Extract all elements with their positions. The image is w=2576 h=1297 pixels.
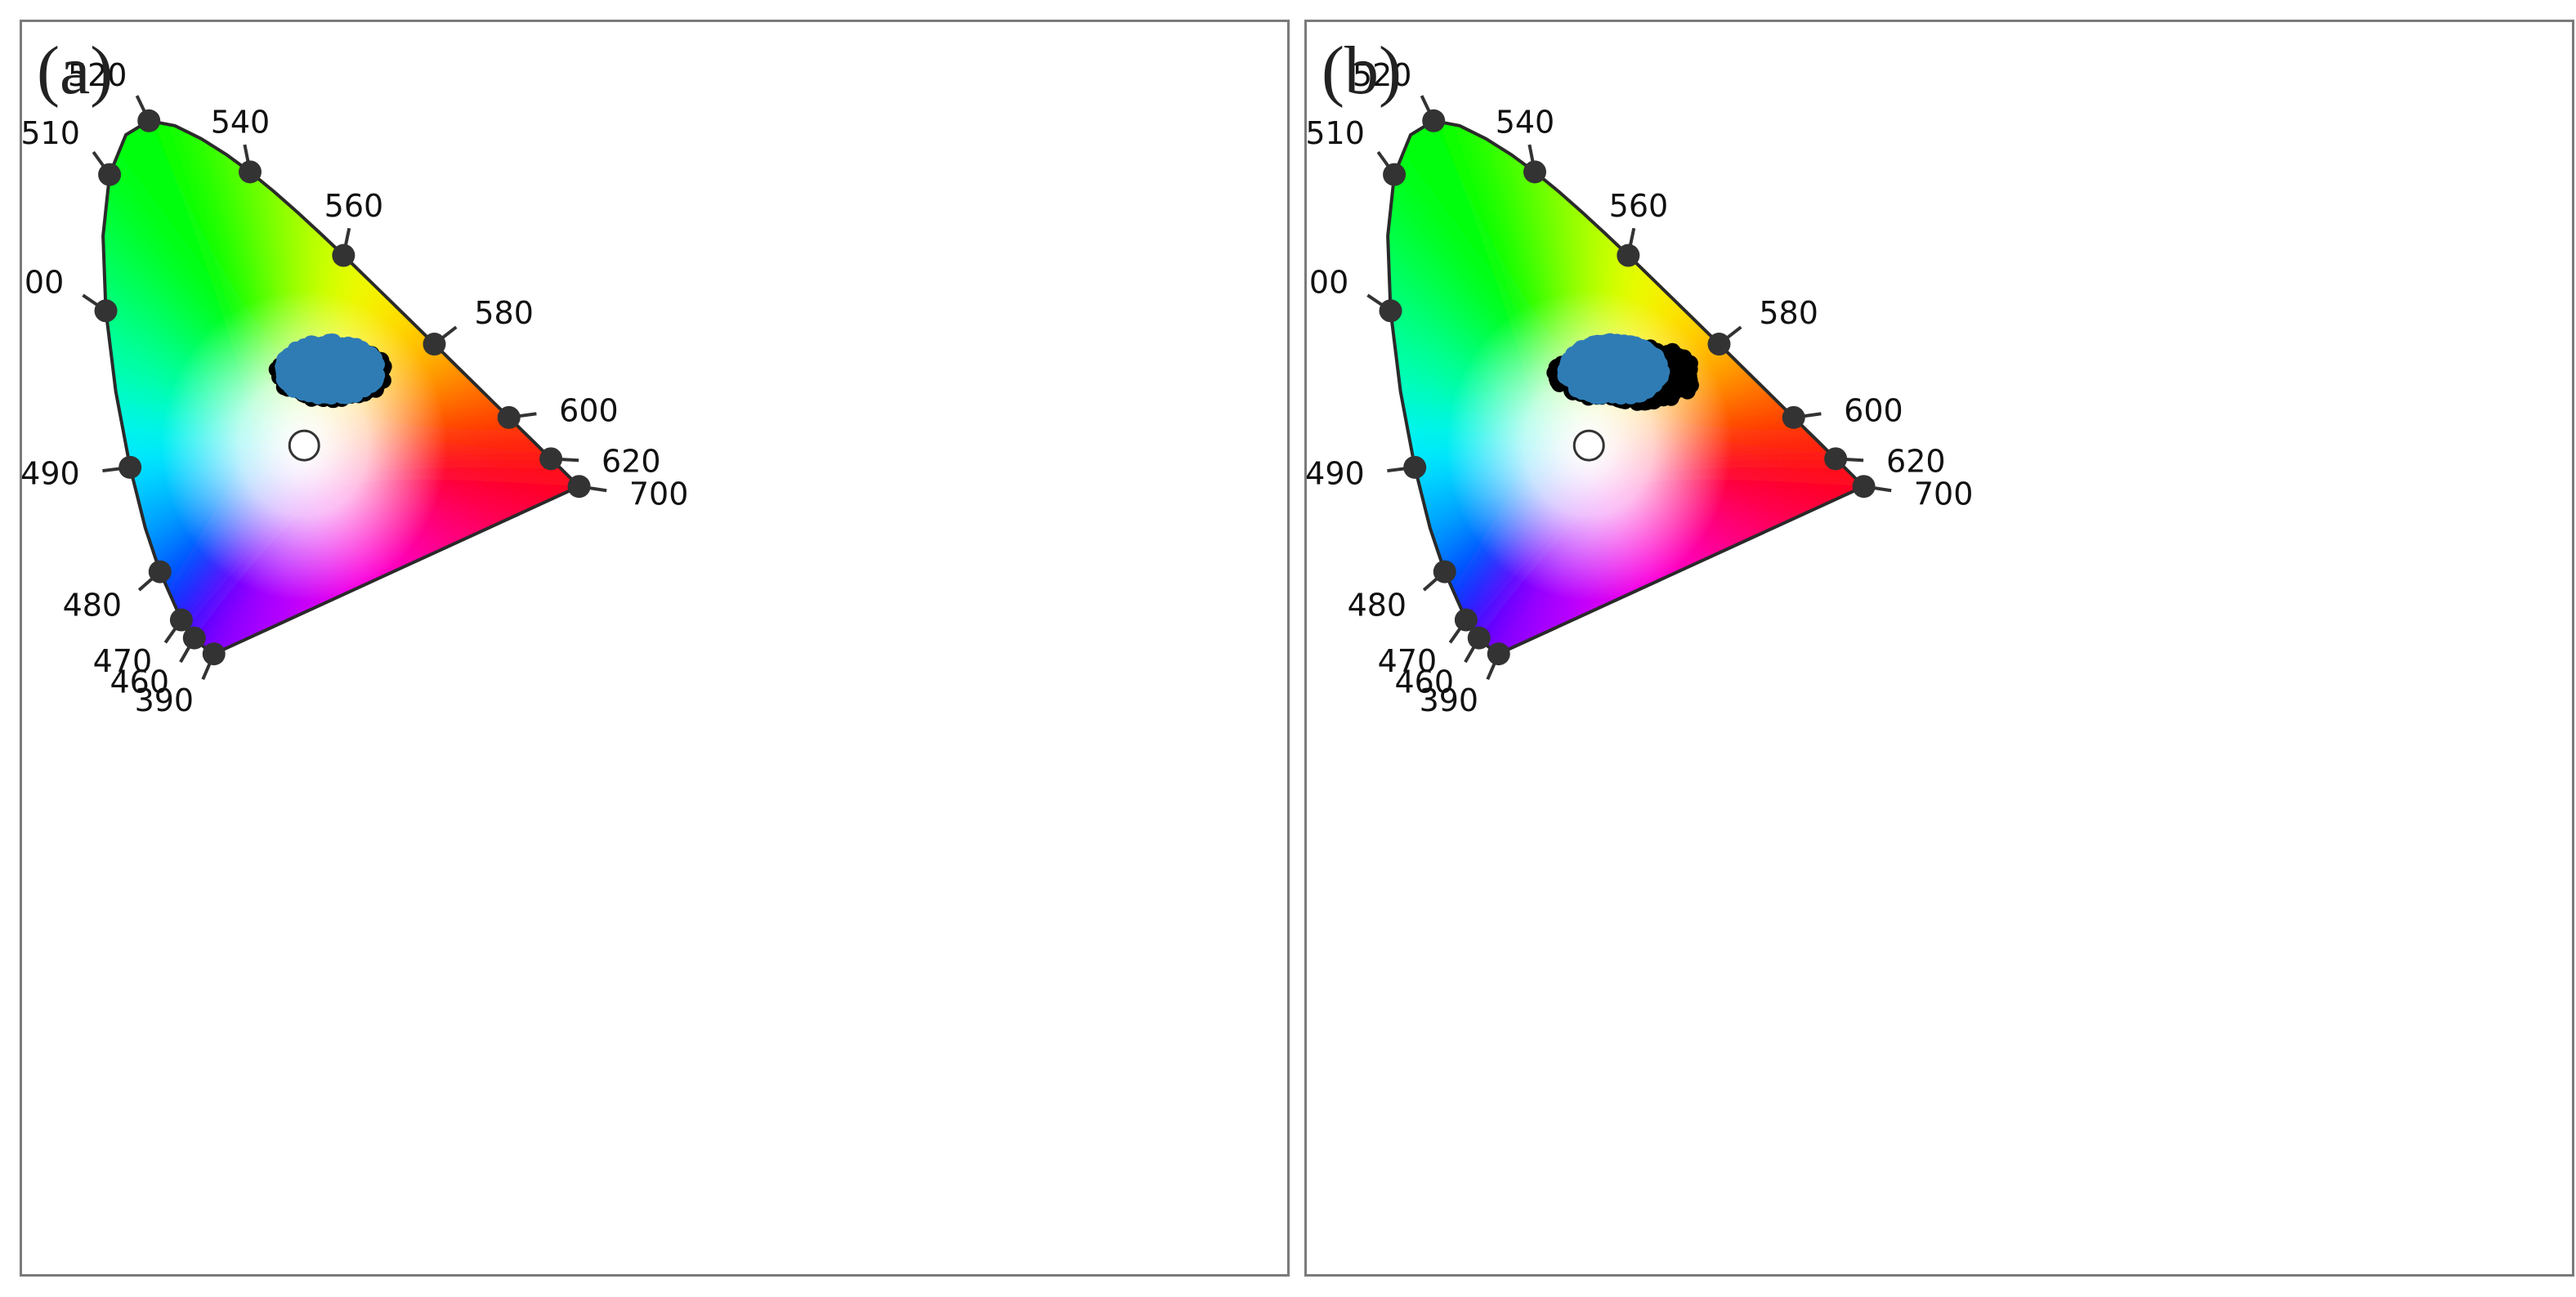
scatter-point xyxy=(367,356,383,373)
wavelength-label-480: 480 xyxy=(63,587,123,623)
wavelength-marker-510 xyxy=(98,163,122,186)
scatter-point xyxy=(343,379,360,396)
wavelength-marker-700 xyxy=(567,475,591,499)
wavelength-label-390: 390 xyxy=(1420,682,1479,718)
white-point-marker xyxy=(288,429,320,462)
scatter-point xyxy=(1607,347,1624,364)
wavelength-label-700: 700 xyxy=(629,476,689,512)
scatter-point xyxy=(1557,361,1574,378)
wavelength-label-620: 620 xyxy=(1886,444,1946,480)
wavelength-label-510: 510 xyxy=(22,115,80,151)
wavelength-marker-460 xyxy=(1467,626,1491,650)
wavelength-marker-580 xyxy=(423,333,446,356)
scatter-point xyxy=(1606,362,1622,379)
wavelength-marker-480 xyxy=(148,560,172,584)
wavelength-marker-600 xyxy=(497,405,521,429)
wavelength-label-490: 490 xyxy=(22,456,80,492)
scatter-point xyxy=(294,375,311,391)
wavelength-marker-390 xyxy=(1487,642,1510,666)
wavelength-label-390: 390 xyxy=(135,682,195,718)
wavelength-label-540: 540 xyxy=(211,105,271,141)
wavelength-label-700: 700 xyxy=(1914,476,1974,512)
wavelength-marker-490 xyxy=(1403,455,1427,479)
wavelength-label-560: 560 xyxy=(1609,188,1669,224)
scatter-series-blue xyxy=(1557,333,1670,405)
wavelength-label-460: 460 xyxy=(110,664,170,700)
wavelength-label-480: 480 xyxy=(1348,587,1407,623)
scatter-point xyxy=(1643,375,1660,392)
wavelength-marker-390 xyxy=(202,642,226,666)
scatter-point xyxy=(1681,372,1698,389)
wavelength-label-580: 580 xyxy=(1759,295,1818,331)
wavelength-marker-620 xyxy=(539,447,563,471)
wavelength-label-460: 460 xyxy=(1395,664,1455,700)
wavelength-marker-510 xyxy=(1383,163,1407,186)
wavelength-label-620: 620 xyxy=(602,444,661,480)
wavelength-marker-600 xyxy=(1782,405,1805,429)
wavelength-marker-520 xyxy=(137,109,161,132)
scatter-point xyxy=(1582,342,1599,359)
wavelength-marker-490 xyxy=(119,455,142,479)
scatter-point xyxy=(1648,348,1665,365)
wavelength-label-600: 600 xyxy=(1844,392,1903,428)
scatter-point xyxy=(281,352,298,369)
scatter-point xyxy=(1576,379,1592,396)
wavelength-label-470: 470 xyxy=(1378,643,1438,679)
scatter-point xyxy=(301,341,318,358)
wavelength-label-470: 470 xyxy=(93,643,153,679)
scatter-point xyxy=(1604,387,1621,404)
wavelength-marker-460 xyxy=(182,626,206,650)
wavelength-marker-580 xyxy=(1707,333,1731,356)
wavelength-marker-540 xyxy=(238,160,262,184)
scatter-point xyxy=(1628,382,1645,399)
wavelength-label-520: 520 xyxy=(1353,57,1412,93)
scatter-point xyxy=(320,373,337,390)
panel-label-b: (b) xyxy=(1322,33,1402,109)
scatter-point xyxy=(361,375,378,392)
scatter-point xyxy=(347,347,364,364)
wavelength-label-500: 500 xyxy=(1307,264,1348,300)
wavelength-label-510: 510 xyxy=(1307,115,1365,151)
wavelength-label-500: 500 xyxy=(22,264,64,300)
wavelength-label-580: 580 xyxy=(474,295,534,331)
wavelength-label-490: 490 xyxy=(1307,456,1365,492)
wavelength-label-540: 540 xyxy=(1496,105,1555,141)
scatter-point xyxy=(1668,350,1685,367)
wavelength-marker-560 xyxy=(1617,244,1640,267)
wavelength-label-560: 560 xyxy=(324,188,384,224)
scatter-point xyxy=(304,360,321,377)
wavelength-label-520: 520 xyxy=(68,57,127,93)
wavelength-marker-520 xyxy=(1422,109,1446,132)
wavelength-marker-500 xyxy=(94,299,118,323)
scatter-point xyxy=(323,360,340,378)
wavelength-marker-500 xyxy=(1379,299,1402,323)
scatter-series-blue xyxy=(275,333,386,405)
wavelength-marker-540 xyxy=(1523,160,1546,184)
scatter-point xyxy=(1571,360,1588,378)
white-point-marker xyxy=(1572,429,1605,462)
wavelength-marker-480 xyxy=(1433,560,1456,584)
panel-label-a: (a) xyxy=(37,33,114,109)
wavelength-marker-700 xyxy=(1852,475,1876,499)
scatter-point xyxy=(1630,343,1647,360)
wavelength-marker-470 xyxy=(1454,608,1478,632)
wavelength-marker-620 xyxy=(1824,447,1848,471)
wavelength-marker-560 xyxy=(332,244,356,267)
wavelength-label-600: 600 xyxy=(559,392,619,428)
wavelength-marker-470 xyxy=(169,608,193,632)
